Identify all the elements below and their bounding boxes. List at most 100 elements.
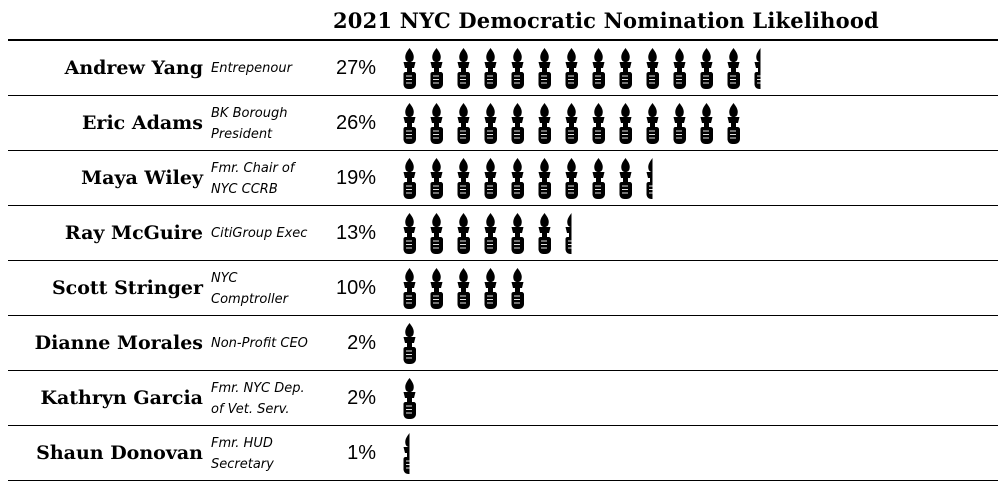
row-divider xyxy=(8,150,998,151)
torch-hand-icon xyxy=(430,48,443,89)
torch-hand-icon xyxy=(538,158,551,199)
torch-hand-icon xyxy=(403,268,416,309)
torch-hand-icon xyxy=(619,48,632,89)
torch-hand-icon xyxy=(403,103,416,144)
row-divider xyxy=(8,205,998,206)
candidate-name: Ray McGuire xyxy=(64,222,203,244)
candidate-name: Scott Stringer xyxy=(51,277,203,299)
candidate-name: Maya Wiley xyxy=(81,167,203,189)
likelihood-label: 10% xyxy=(335,277,376,299)
torch-hand-icon xyxy=(511,48,524,89)
torch-hand-icon xyxy=(592,48,605,89)
row-divider xyxy=(8,260,998,261)
candidate-role: BK Borough President xyxy=(211,105,288,142)
candidate-role: CitiGroup Exec xyxy=(211,226,308,241)
torch-hand-icon xyxy=(565,103,578,144)
candidate-name: Andrew Yang xyxy=(64,57,203,79)
candidate-role: Fmr. HUD Secretary xyxy=(211,435,274,472)
torch-hand-icon xyxy=(619,158,632,199)
torch-hand-icon xyxy=(484,158,497,199)
torch-hand-icon xyxy=(457,103,470,144)
torch-hand-icon xyxy=(511,103,524,144)
torch-hand-icon xyxy=(403,433,410,474)
torch-icon-bar xyxy=(396,96,996,151)
row-divider xyxy=(8,425,998,426)
torch-hand-icon xyxy=(565,158,578,199)
torch-icon-bar xyxy=(396,261,996,316)
torch-hand-icon xyxy=(430,103,443,144)
row-divider xyxy=(8,315,998,316)
torch-hand-icon xyxy=(673,48,686,89)
torch-hand-icon xyxy=(403,158,416,199)
torch-hand-icon xyxy=(403,48,416,89)
candidate-row: Scott Stringer NYC Comptroller 10% xyxy=(0,261,998,316)
likelihood-label: 13% xyxy=(335,222,376,244)
torch-hand-icon xyxy=(646,158,653,199)
candidate-row: Maya Wiley Fmr. Chair of NYC CCRB 19% xyxy=(0,151,998,206)
torch-hand-icon xyxy=(511,213,524,254)
torch-hand-icon xyxy=(403,378,416,419)
torch-hand-icon xyxy=(673,103,686,144)
torch-hand-icon xyxy=(484,213,497,254)
torch-hand-icon xyxy=(430,213,443,254)
torch-icon-bar xyxy=(396,316,996,371)
torch-hand-icon xyxy=(457,48,470,89)
torch-hand-icon xyxy=(430,158,443,199)
header-rule xyxy=(8,39,998,41)
row-divider xyxy=(8,370,998,371)
likelihood-label: 2% xyxy=(347,332,376,354)
torch-hand-icon xyxy=(457,213,470,254)
likelihood-label: 1% xyxy=(347,442,376,464)
candidate-role: Non-Profit CEO xyxy=(211,336,308,351)
candidate-role: Fmr. Chair of NYC CCRB xyxy=(211,160,295,197)
torch-hand-icon xyxy=(403,213,416,254)
torch-hand-icon xyxy=(538,213,551,254)
torch-hand-icon xyxy=(700,103,713,144)
candidate-name: Dianne Morales xyxy=(34,332,203,354)
candidate-row: Dianne Morales Non-Profit CEO 2% xyxy=(0,316,998,371)
torch-hand-icon xyxy=(484,268,497,309)
candidate-name: Kathryn Garcia xyxy=(40,387,203,409)
torch-hand-icon xyxy=(619,103,632,144)
likelihood-label: 27% xyxy=(335,57,376,79)
torch-hand-icon xyxy=(457,158,470,199)
likelihood-label: 19% xyxy=(335,167,376,189)
likelihood-label: 26% xyxy=(335,112,376,134)
torch-hand-icon xyxy=(511,158,524,199)
torch-hand-icon xyxy=(565,48,578,89)
torch-hand-icon xyxy=(592,158,605,199)
torch-hand-icon xyxy=(484,103,497,144)
candidate-role: Fmr. NYC Dep. of Vet. Serv. xyxy=(211,380,305,417)
candidate-name: Shaun Donovan xyxy=(36,442,203,464)
candidate-row: Andrew Yang Entrepenour 27% xyxy=(0,41,998,96)
torch-hand-icon xyxy=(565,213,572,254)
torch-hand-icon xyxy=(592,103,605,144)
torch-hand-icon xyxy=(727,48,740,89)
likelihood-label: 2% xyxy=(347,387,376,409)
candidate-row: Eric Adams BK Borough President 26% xyxy=(0,96,998,151)
torch-hand-icon xyxy=(646,48,659,89)
torch-hand-icon xyxy=(538,48,551,89)
candidate-row: Ray McGuire CitiGroup Exec 13% xyxy=(0,206,998,261)
torch-hand-icon xyxy=(511,268,524,309)
torch-hand-icon xyxy=(754,48,761,89)
torch-icon-bar xyxy=(396,41,996,96)
row-divider xyxy=(8,480,998,481)
torch-hand-icon xyxy=(700,48,713,89)
candidate-row: Kathryn Garcia Fmr. NYC Dep. of Vet. Serv… xyxy=(0,371,998,426)
torch-icon-bar xyxy=(396,206,996,261)
torch-hand-icon xyxy=(403,323,416,364)
torch-hand-icon xyxy=(430,268,443,309)
chart-title: 2021 NYC Democratic Nomination Likelihoo… xyxy=(333,8,879,33)
candidate-role: NYC Comptroller xyxy=(211,270,288,307)
torch-hand-icon xyxy=(646,103,659,144)
torch-icon-bar xyxy=(396,151,996,206)
candidate-name: Eric Adams xyxy=(81,112,203,134)
candidate-row: Shaun Donovan Fmr. HUD Secretary 1% xyxy=(0,426,998,481)
candidate-role: Entrepenour xyxy=(211,61,292,76)
torch-icon-bar xyxy=(396,371,996,426)
torch-hand-icon xyxy=(538,103,551,144)
torch-hand-icon xyxy=(457,268,470,309)
torch-hand-icon xyxy=(727,103,740,144)
